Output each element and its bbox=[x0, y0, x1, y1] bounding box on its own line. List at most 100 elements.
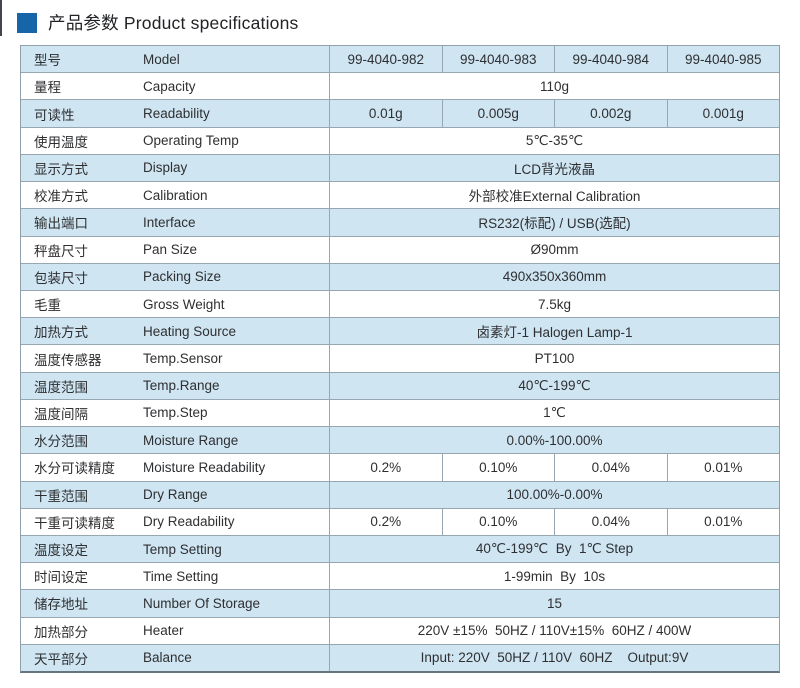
spec-label-en: Heating Source bbox=[143, 323, 237, 339]
table-row: 水分可读精度 Moisture Readability 0.2% 0.10% 0.04%… bbox=[21, 454, 780, 482]
table-row: 加热方式 Heating Source 卤素灯-1 Halogen Lamp-1 bbox=[21, 318, 779, 346]
spec-value-span: 40℃-199℃ bbox=[518, 377, 591, 393]
table-row: 干重可读精度 Dry Readability 0.2% 0.10% 0.04% 0.01% bbox=[21, 508, 780, 536]
spec-label-zh: 输出端口 bbox=[34, 216, 88, 232]
table-row: 可读性 Readability 0.01g 0.005g 0.002g 0.001g bbox=[21, 100, 779, 128]
spec-values: Input: 220V 50HZ / 110V 60HZ Output:9V bbox=[329, 644, 779, 672]
spec-label-en: Readability bbox=[143, 106, 210, 122]
spec-value: 99-4040-982 bbox=[347, 51, 425, 67]
spec-value: 99-4040-985 bbox=[666, 46, 780, 73]
spec-values: 99-4040-982 99-4040-983 99-4040-984 99-4040… bbox=[329, 46, 780, 73]
spec-value: 99-4040-983 bbox=[441, 46, 555, 73]
spec-values: 15 bbox=[329, 590, 779, 617]
table-row: 量程 Capacity 110g bbox=[21, 73, 779, 101]
spec-label-zh: 校准方式 bbox=[34, 189, 88, 205]
table-row: 包装尺寸 Packing Size 490x350x360mm bbox=[21, 263, 779, 291]
table-row: 校准方式 Calibration 外部校准External Calibration bbox=[21, 182, 779, 210]
spec-label-en: Dry Readability bbox=[143, 514, 235, 530]
spec-values: 0.2% 0.10% 0.04% 0.01% bbox=[329, 508, 780, 535]
spec-label-zh: 时间设定 bbox=[34, 570, 88, 586]
spec-label-zh: 温度间隔 bbox=[34, 406, 88, 422]
spec-values: 0.2% 0.10% 0.04% 0.01% bbox=[329, 454, 780, 481]
spec-value: 0.005g bbox=[441, 100, 555, 127]
spec-label-zh: 加热部分 bbox=[34, 624, 88, 640]
spec-values: RS232(标配) / USB(选配) bbox=[329, 209, 779, 236]
spec-value-span: RS232(标配) / USB(选配) bbox=[478, 216, 631, 232]
spec-values: 7.5kg bbox=[329, 290, 779, 318]
spec-value-span: 外部校准External Calibration bbox=[468, 189, 641, 205]
spec-value-span: 220V ±15% 50HZ / 110V±15% 60HZ / 400W bbox=[417, 623, 692, 639]
spec-label-zh: 包装尺寸 bbox=[34, 270, 88, 286]
spec-value: 0.01g bbox=[368, 106, 403, 122]
spec-values: 40℃-199℃ bbox=[329, 372, 779, 399]
spec-value: 0.2% bbox=[370, 459, 402, 475]
page-title: 产品参数 Product specifications bbox=[48, 13, 299, 33]
table-row: 型号 Model 99-4040-982 99-4040-983 99-4040-984… bbox=[21, 46, 780, 74]
spec-value-span: Input: 220V 50HZ / 110V 60HZ Output:9V bbox=[420, 650, 689, 666]
spec-value-span: LCD背光液晶 bbox=[513, 161, 595, 177]
spec-label-en: Moisture Readability bbox=[143, 459, 266, 475]
spec-label-en: Time Setting bbox=[143, 568, 219, 584]
spec-label-en: Temp Setting bbox=[143, 541, 222, 557]
spec-label-zh: 量程 bbox=[34, 80, 61, 96]
spec-label-en: Gross Weight bbox=[143, 296, 225, 312]
spec-label-en: Temp.Step bbox=[143, 405, 208, 421]
spec-value-span: 1℃ bbox=[543, 404, 566, 420]
spec-value-span: 40℃-199℃ By 1℃ Step bbox=[475, 541, 634, 557]
spec-label-zh: 水分范围 bbox=[34, 434, 88, 450]
table-row: 温度范围 Temp.Range 40℃-199℃ bbox=[21, 372, 779, 400]
spec-value: 0.01% bbox=[666, 454, 780, 481]
spec-value: 99-4040-984 bbox=[554, 46, 667, 73]
spec-label-en: Capacity bbox=[143, 78, 196, 94]
spec-values: 5℃-35℃ bbox=[329, 127, 779, 154]
spec-label-en: Display bbox=[143, 160, 188, 176]
spec-label-en: Temp.Range bbox=[143, 378, 220, 394]
spec-label-zh: 水分可读精度 bbox=[34, 461, 115, 477]
spec-label-zh: 秤盘尺寸 bbox=[34, 243, 88, 259]
table-row: 温度传感器 Temp.Sensor PT100 bbox=[21, 345, 779, 373]
spec-label-en: Dry Range bbox=[143, 487, 208, 503]
spec-label-en: Packing Size bbox=[143, 269, 222, 285]
spec-label-zh: 加热方式 bbox=[34, 325, 88, 341]
spec-value-span: 7.5kg bbox=[537, 296, 572, 312]
spec-label-en: Moisture Range bbox=[143, 432, 239, 448]
spec-label-zh: 显示方式 bbox=[34, 161, 88, 177]
table-row: 加热部分 Heater 220V ±15% 50HZ / 110V±15% 60HZ… bbox=[21, 617, 779, 645]
spec-value: 0.04% bbox=[554, 508, 667, 535]
spec-value-span: 490x350x360mm bbox=[502, 269, 607, 285]
table-row: 干重范围 Dry Range 100.00%-0.00% bbox=[21, 481, 779, 509]
spec-label-en: Calibration bbox=[143, 187, 208, 203]
spec-label-zh: 天平部分 bbox=[34, 651, 88, 667]
spec-label-zh: 型号 bbox=[34, 53, 61, 69]
table-row: 天平部分 Balance Input: 220V 50HZ / 110V 60HZ … bbox=[21, 644, 779, 672]
spec-value: 0.2% bbox=[370, 514, 402, 530]
spec-values: Ø90mm bbox=[329, 236, 779, 263]
spec-label-en: Number Of Storage bbox=[143, 595, 261, 611]
spec-value-span: Ø90mm bbox=[530, 242, 579, 258]
spec-value-span: 卤素灯-1 Halogen Lamp-1 bbox=[476, 325, 633, 341]
product-specifications-table: 型号 Model 99-4040-982 99-4040-983 99-4040-984… bbox=[20, 45, 780, 673]
spec-values: PT100 bbox=[329, 345, 779, 372]
table-row: 秤盘尺寸 Pan Size Ø90mm bbox=[21, 236, 779, 264]
spec-values: 0.00%-100.00% bbox=[329, 427, 779, 454]
spec-label-zh: 使用温度 bbox=[34, 134, 88, 150]
title-accent-square-icon bbox=[17, 12, 37, 33]
spec-values: 1-99min By 10s bbox=[329, 563, 779, 590]
spec-values: 220V ±15% 50HZ / 110V±15% 60HZ / 400W bbox=[329, 617, 779, 644]
table-row: 输出端口 Interface RS232(标配) / USB(选配) bbox=[21, 209, 779, 237]
spec-value: 0.10% bbox=[441, 454, 555, 481]
spec-values: 0.01g 0.005g 0.002g 0.001g bbox=[329, 100, 779, 127]
spec-label-zh: 温度传感器 bbox=[34, 352, 102, 368]
spec-values: LCD背光液晶 bbox=[329, 154, 779, 182]
spec-value-span: 100.00%-0.00% bbox=[506, 487, 603, 503]
table-row: 储存地址 Number Of Storage 15 bbox=[21, 590, 779, 618]
table-row: 水分范围 Moisture Range 0.00%-100.00% bbox=[21, 427, 779, 455]
spec-label-en: Heater bbox=[143, 623, 184, 639]
spec-value: 0.04% bbox=[554, 454, 667, 481]
spec-label-en: Model bbox=[143, 51, 180, 67]
section-header: 产品参数 Product specifications bbox=[17, 10, 299, 35]
spec-label-en: Pan Size bbox=[143, 242, 198, 258]
page-edge-mark bbox=[0, 0, 2, 36]
spec-value: 0.01% bbox=[666, 508, 780, 535]
table-row: 显示方式 Display LCD背光液晶 bbox=[21, 154, 779, 183]
